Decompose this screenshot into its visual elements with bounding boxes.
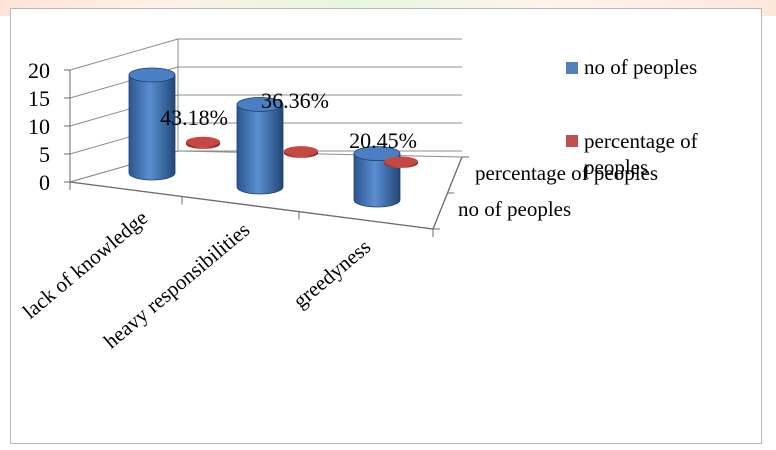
legend-swatch-blue [566,62,578,74]
legend-label: percentage of peoples [584,129,698,179]
cylinder-top [236,97,284,112]
data-label: 20.45% [349,128,417,153]
cylinder-top [384,156,418,167]
cylinder-bar-no-of-peoples [353,146,401,208]
chart-labels: 43.18%36.36%20.45%lack of knowledgeheavy… [18,88,658,353]
cylinder-bar-percentage [284,146,318,158]
cylinder-bar-no-of-peoples [236,97,284,195]
cylinder-body [353,153,401,208]
data-label: 43.18% [160,105,228,130]
cylinder-body [236,104,284,195]
y-tick-label: 5 [39,142,50,167]
cylinder-bar-no-of-peoples [128,67,176,181]
legend-swatch-red [566,135,578,147]
y-tick-label: 20 [28,58,50,83]
x-axis [69,181,434,230]
cylinder-body [128,74,176,181]
cylinder-top [128,67,176,83]
cylinder-bar-percentage [384,156,418,168]
cylinder-top [353,146,401,161]
depth-axis-label: percentage of peoples [475,161,658,185]
cylinder-bar-percentage [186,136,220,149]
depth-axis-label: no of peoples [458,197,571,221]
y-tick-label: 0 [39,170,50,195]
y-tick-label: 15 [28,86,50,111]
chart-bars [128,67,418,208]
x-category-label: greedyness [288,234,375,312]
cylinder-top [284,146,318,157]
cylinder-top [186,136,220,147]
legend-label: no of peoples [584,55,698,79]
data-label: 36.36% [261,88,329,113]
gridline-left-wall [69,38,179,71]
y-tick-label: 10 [28,114,50,139]
